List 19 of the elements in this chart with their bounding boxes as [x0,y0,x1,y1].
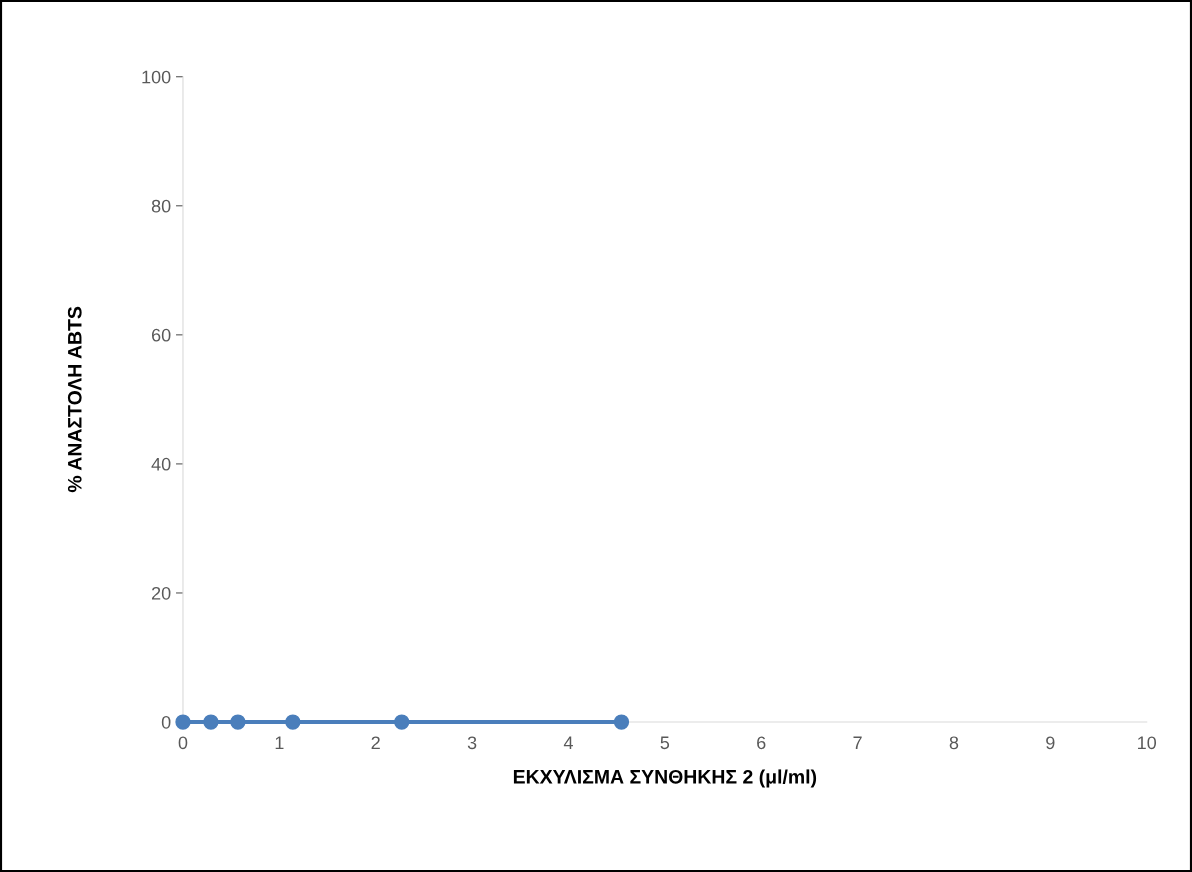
x-tick-label: 6 [757,736,766,750]
x-tick-label: 1 [275,736,284,749]
y-axis-title: % ΑΝΑΣΤΟΛΗ ABTS [67,306,82,493]
x-tick-label: 7 [853,736,862,749]
y-tick-label: 40 [151,457,171,471]
y-tick-label: 80 [151,199,171,213]
x-tick-label: 9 [1046,736,1055,750]
x-axis-title: ΕΚΧΥΛΙΣΜΑ ΣΥΝΘΗΚΗΣ 2 (μl/ml) [513,769,817,788]
x-tick-label: 8 [949,736,959,750]
x-tick-label: 3 [467,736,477,750]
x-tick-label: 4 [563,736,573,749]
y-tick-label: 20 [151,586,171,600]
x-tick-label: 10 [1138,736,1157,750]
y-tick-label: 100 [142,70,171,84]
y-tick-label: 0 [161,715,171,729]
x-tick-label: 5 [660,736,670,750]
y-tick-label: 60 [152,328,171,342]
x-tick-label: 2 [371,736,380,749]
x-tick-label: 0 [178,736,188,750]
